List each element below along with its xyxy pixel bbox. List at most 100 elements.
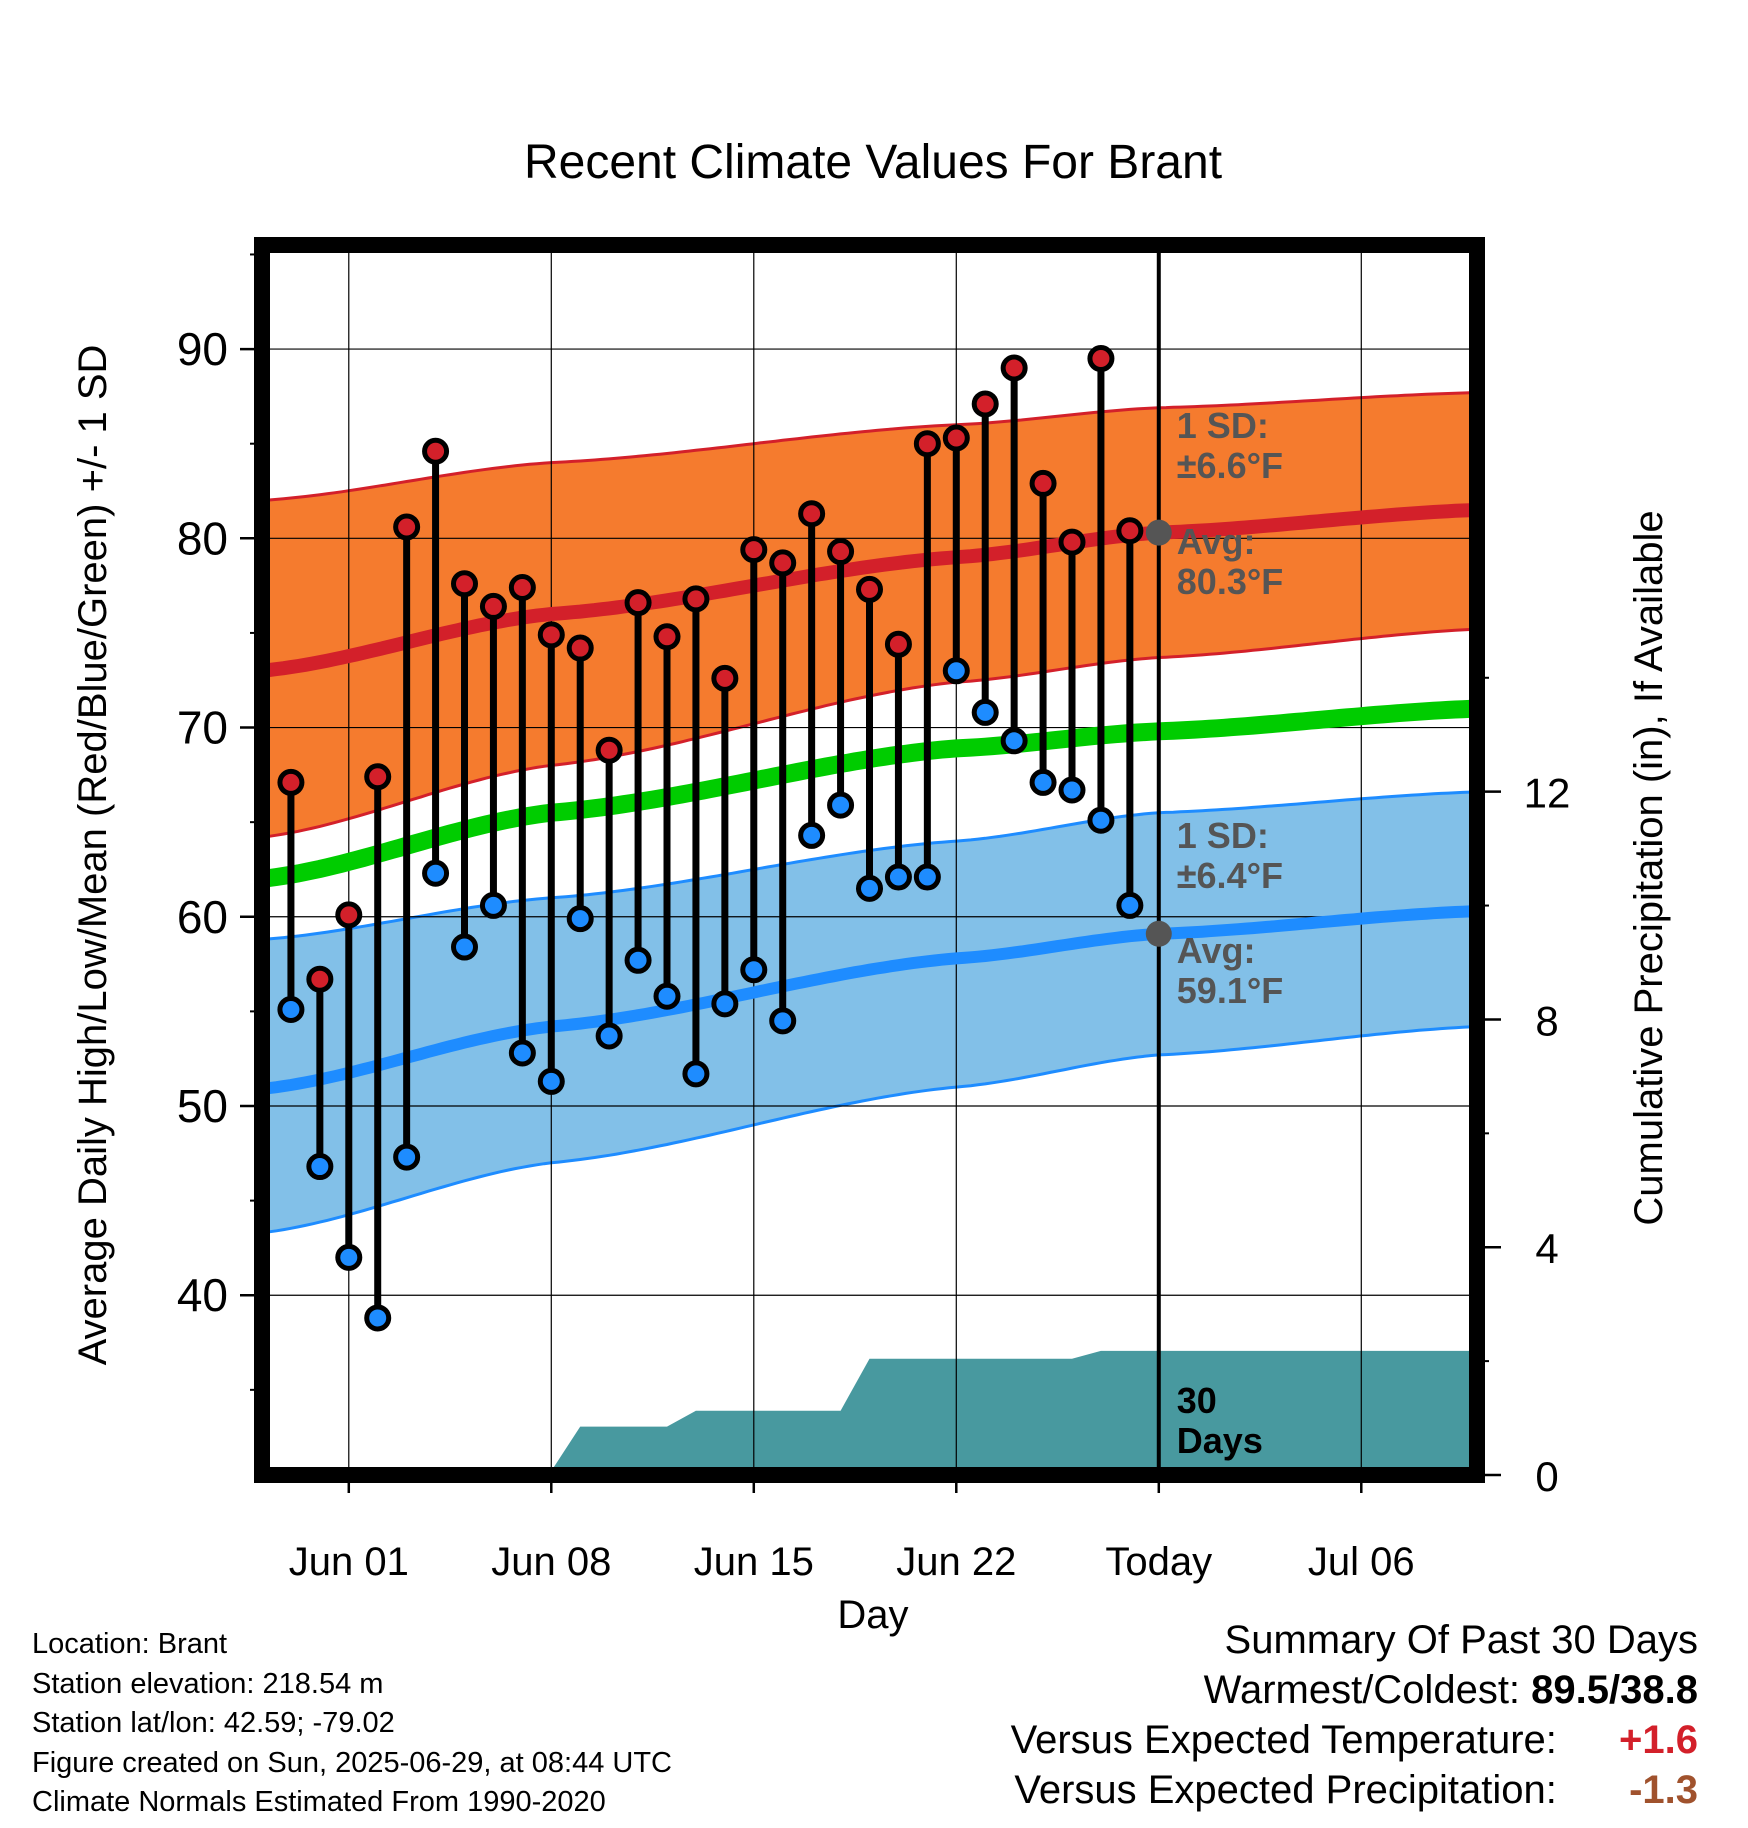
y2-tick-label: 12	[1524, 770, 1571, 817]
low-point	[306, 1153, 334, 1181]
high-point	[827, 538, 855, 566]
low-point	[624, 946, 652, 974]
low-point	[393, 1143, 421, 1171]
low-sd-lower-line	[262, 1025, 1477, 1235]
low-point	[971, 698, 999, 726]
low-point	[479, 891, 507, 919]
precip-row: Versus Expected Precipitation: -1.3	[1011, 1765, 1698, 1815]
low-point	[653, 982, 681, 1010]
high-point	[1000, 354, 1028, 382]
low-point	[1029, 768, 1057, 796]
high-point	[682, 585, 710, 613]
high-point	[277, 768, 305, 796]
high-point	[508, 574, 536, 602]
low-point	[682, 1060, 710, 1088]
low-point	[335, 1243, 363, 1271]
warm-cold-label: Warmest/Coldest:	[1203, 1668, 1521, 1712]
elevation-text: Station elevation: 218.54 m	[32, 1667, 384, 1700]
low-point	[856, 874, 883, 902]
temp-label: Versus Expected Temperature:	[1010, 1718, 1557, 1762]
chart-title: Recent Climate Values For Brant	[524, 136, 1222, 189]
high-point	[451, 570, 478, 598]
high-point	[306, 965, 334, 993]
y-tick-label: 50	[177, 1080, 228, 1132]
precip-value: -1.3	[1629, 1768, 1698, 1812]
x-axis-label: Day	[837, 1593, 908, 1637]
high-point	[856, 575, 883, 603]
low-point	[566, 905, 594, 933]
x-tick-label: Jun 08	[491, 1540, 611, 1584]
high-point	[884, 630, 912, 658]
y2-tick-label: 4	[1535, 1225, 1558, 1272]
low-point	[769, 1007, 797, 1035]
low-point	[740, 956, 768, 984]
summary-panel: Summary Of Past 30 Days Warmest/Coldest:…	[1011, 1615, 1698, 1815]
y-tick-label: 40	[177, 1269, 228, 1321]
temp-value: +1.6	[1619, 1718, 1698, 1762]
high-point	[740, 536, 768, 564]
high-point	[335, 901, 363, 929]
high-sd-upper-line	[262, 391, 1477, 502]
low-point	[1116, 891, 1144, 919]
today-high-avg-marker	[1145, 519, 1172, 546]
low-point	[595, 1022, 623, 1050]
plot-frame	[254, 237, 1485, 1483]
today-low-avg-marker	[1145, 920, 1172, 947]
high-point	[624, 589, 652, 617]
low-avg-line	[262, 905, 1477, 1095]
precip-area	[262, 1350, 1477, 1475]
low-point	[364, 1304, 392, 1332]
y-tick-label: 70	[177, 702, 228, 754]
low-point	[1000, 727, 1028, 755]
y2-tick-label: 8	[1535, 997, 1558, 1044]
high-point	[393, 513, 421, 541]
precip-label: Versus Expected Precipitation:	[1014, 1768, 1557, 1812]
y2-tick-label: 0	[1535, 1453, 1558, 1500]
x-tick-label: Jul 06	[1308, 1540, 1415, 1584]
temp-row: Versus Expected Temperature: +1.6	[1011, 1715, 1698, 1765]
latlon-text: Station lat/lon: 42.59; -79.02	[32, 1707, 395, 1739]
y2-axis-label: Cumulative Precipitation (in), If Availa…	[1627, 510, 1671, 1225]
low-point	[827, 791, 855, 819]
low-point	[537, 1067, 565, 1095]
high-sd-annotation-1: ±6.6°F	[1177, 445, 1283, 486]
low-point	[422, 859, 450, 887]
warm-cold-value: 89.5/38.8	[1531, 1668, 1698, 1712]
low-point	[711, 990, 739, 1018]
x-tick-label: Jun 01	[289, 1540, 409, 1584]
low-point	[1087, 806, 1115, 834]
low-sd-band	[262, 791, 1477, 1233]
y-axis-label: Average Daily High/Low/Mean (Red/Blue/Gr…	[71, 345, 115, 1366]
x-tick-label: Today	[1105, 1540, 1212, 1584]
high-point	[798, 500, 826, 528]
low-point	[1058, 776, 1086, 804]
high-point	[422, 437, 450, 465]
low-point	[942, 657, 970, 685]
high-point	[479, 592, 507, 620]
high-point	[1116, 517, 1144, 545]
summary-title: Summary Of Past 30 Days	[1224, 1618, 1698, 1662]
low-point	[798, 821, 826, 849]
created-text: Figure created on Sun, 2025-06-29, at 08…	[32, 1746, 672, 1779]
location-text: Location: Brant	[32, 1628, 228, 1660]
high-point	[711, 664, 739, 692]
low-point	[277, 995, 305, 1023]
normals-text: Climate Normals Estimated From 1990-2020	[32, 1786, 606, 1818]
x-tick-label: Jun 15	[694, 1540, 814, 1584]
low-avg-annotation-1: 59.1°F	[1177, 970, 1283, 1011]
high-point	[942, 424, 970, 452]
low-sd-annotation-1: ±6.4°F	[1177, 855, 1283, 896]
high-point	[566, 634, 594, 662]
station-info: Location: Brant Station elevation: 218.5…	[32, 1625, 672, 1823]
y-tick-label: 90	[177, 323, 228, 375]
x-tick-label: Jun 22	[896, 1540, 1016, 1584]
high-point	[971, 390, 999, 418]
high-point	[364, 763, 392, 791]
high-point	[1058, 528, 1086, 556]
low-point	[451, 933, 478, 961]
window-annotation-0: 30	[1177, 1380, 1217, 1421]
window-annotation-1: Days	[1177, 1420, 1263, 1461]
